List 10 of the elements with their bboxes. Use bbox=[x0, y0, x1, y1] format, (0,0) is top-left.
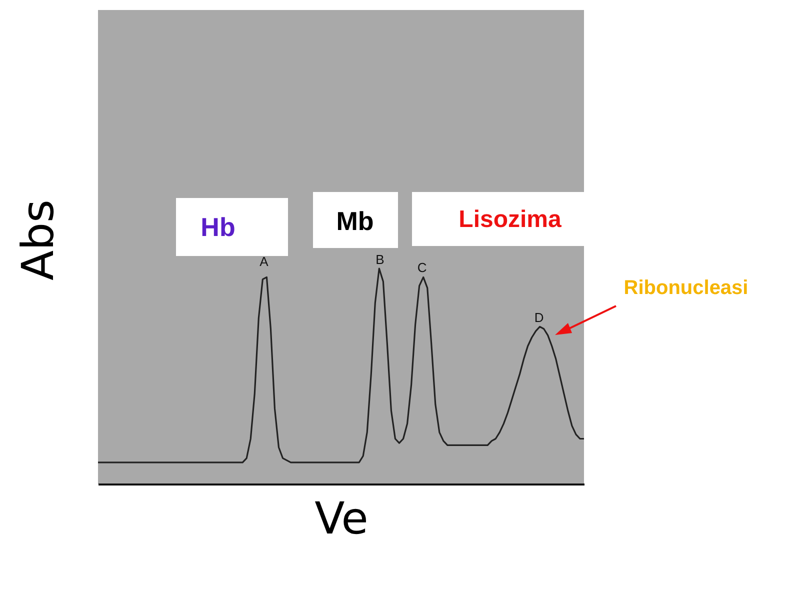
text: Lisozima bbox=[458, 206, 562, 233]
text: Hb bbox=[200, 212, 236, 242]
y-axis-title: Abs bbox=[13, 200, 64, 280]
text: Ribonucleasi bbox=[624, 277, 748, 299]
text: Mb bbox=[336, 206, 374, 236]
annotation: C bbox=[417, 260, 427, 275]
annotation: D bbox=[534, 310, 544, 325]
annotation: A bbox=[260, 254, 269, 269]
text: B bbox=[376, 252, 384, 267]
x-axis-title: Ve bbox=[314, 494, 368, 544]
